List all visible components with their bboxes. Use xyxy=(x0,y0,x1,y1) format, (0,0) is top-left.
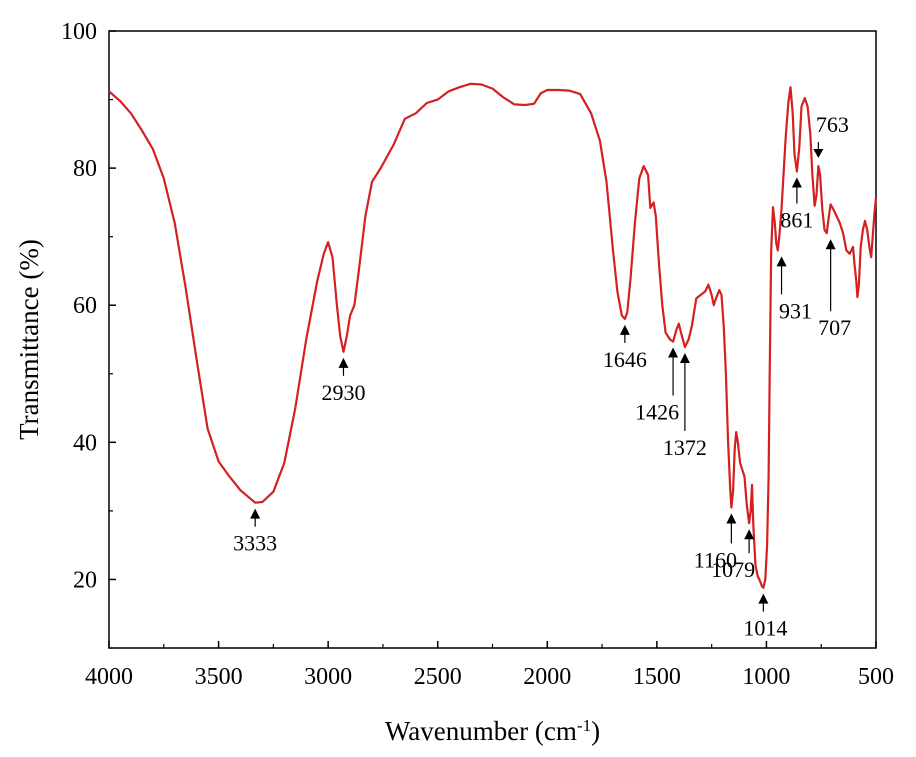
peak-label: 861 xyxy=(780,208,813,233)
peak-arrow-head xyxy=(250,508,261,519)
peak-label: 763 xyxy=(816,112,849,137)
peak-label: 1646 xyxy=(603,347,647,372)
y-axis-ticks: 20 40 60 80 100 xyxy=(61,19,116,649)
peak-annotation-931: 931 xyxy=(776,256,812,323)
y-axis-title: Transmittance (%) xyxy=(14,239,44,440)
x-tick-label: 4000 xyxy=(85,664,133,690)
peak-label: 931 xyxy=(779,298,812,323)
plot-frame xyxy=(108,30,877,649)
x-tick-label: 2000 xyxy=(523,664,571,690)
y-tick-label: 100 xyxy=(61,19,97,45)
x-tick-label: 3500 xyxy=(195,664,243,690)
peak-annotation-763: 763 xyxy=(813,112,849,159)
x-tick-label: 1500 xyxy=(633,664,681,690)
x-tick-label: 2500 xyxy=(414,664,462,690)
x-axis-title: Wavenumber (cm-1) xyxy=(385,716,600,747)
peak-label: 2930 xyxy=(321,380,365,405)
peak-annotation-1014: 1014 xyxy=(743,593,787,641)
spectrum-line-0 xyxy=(108,82,878,589)
peak-arrow-head xyxy=(744,529,755,540)
peak-annotation-1160: 1160 xyxy=(694,513,737,572)
peak-arrow-head xyxy=(758,593,769,604)
peak-annotation-861: 861 xyxy=(780,177,813,233)
peak-label: 1014 xyxy=(743,616,787,641)
peak-label: 1079 xyxy=(711,557,755,582)
peak-annotation-2930: 2930 xyxy=(321,357,365,405)
x-tick-label: 1000 xyxy=(742,664,790,690)
peak-annotation-1646: 1646 xyxy=(603,324,647,372)
peak-annotation-3333: 3333 xyxy=(233,508,277,556)
peak-annotation-707: 707 xyxy=(818,239,851,340)
x-tick-label: 3000 xyxy=(304,664,352,690)
peak-arrow-head xyxy=(338,357,349,368)
y-tick-label: 80 xyxy=(73,156,97,182)
peak-label: 1426 xyxy=(635,400,679,425)
peak-annotation-1372: 1372 xyxy=(663,353,707,460)
peak-label: 707 xyxy=(818,315,851,340)
x-axis-title-superscript: -1 xyxy=(577,716,591,735)
x-tick-label: 500 xyxy=(858,664,894,690)
peak-arrow-head xyxy=(619,324,630,335)
peak-annotation-1079: 1079 xyxy=(711,529,755,582)
peak-arrow-head xyxy=(726,513,737,524)
peak-arrow-head xyxy=(679,353,690,364)
y-tick-label: 60 xyxy=(73,293,97,319)
series-layer xyxy=(108,82,878,589)
peak-label: 1372 xyxy=(663,435,707,460)
y-tick-label: 40 xyxy=(73,430,97,456)
y-tick-label: 20 xyxy=(73,567,97,593)
peak-arrow-head xyxy=(825,239,836,250)
peak-arrow-head xyxy=(813,149,824,159)
peak-arrow-head xyxy=(776,256,787,267)
peak-label: 3333 xyxy=(233,531,277,556)
peak-arrow-head xyxy=(668,347,679,358)
peak-arrow-head xyxy=(791,177,802,188)
x-axis-ticks: 4000 3500 3000 2500 2000 1500 1000 500 xyxy=(85,641,894,690)
plot-area: 4000 3500 3000 2500 2000 1500 1000 500 20 40 60 80… xyxy=(61,19,894,690)
peak-label: 1160 xyxy=(694,547,737,572)
peak-annotation-1426: 1426 xyxy=(635,347,679,425)
